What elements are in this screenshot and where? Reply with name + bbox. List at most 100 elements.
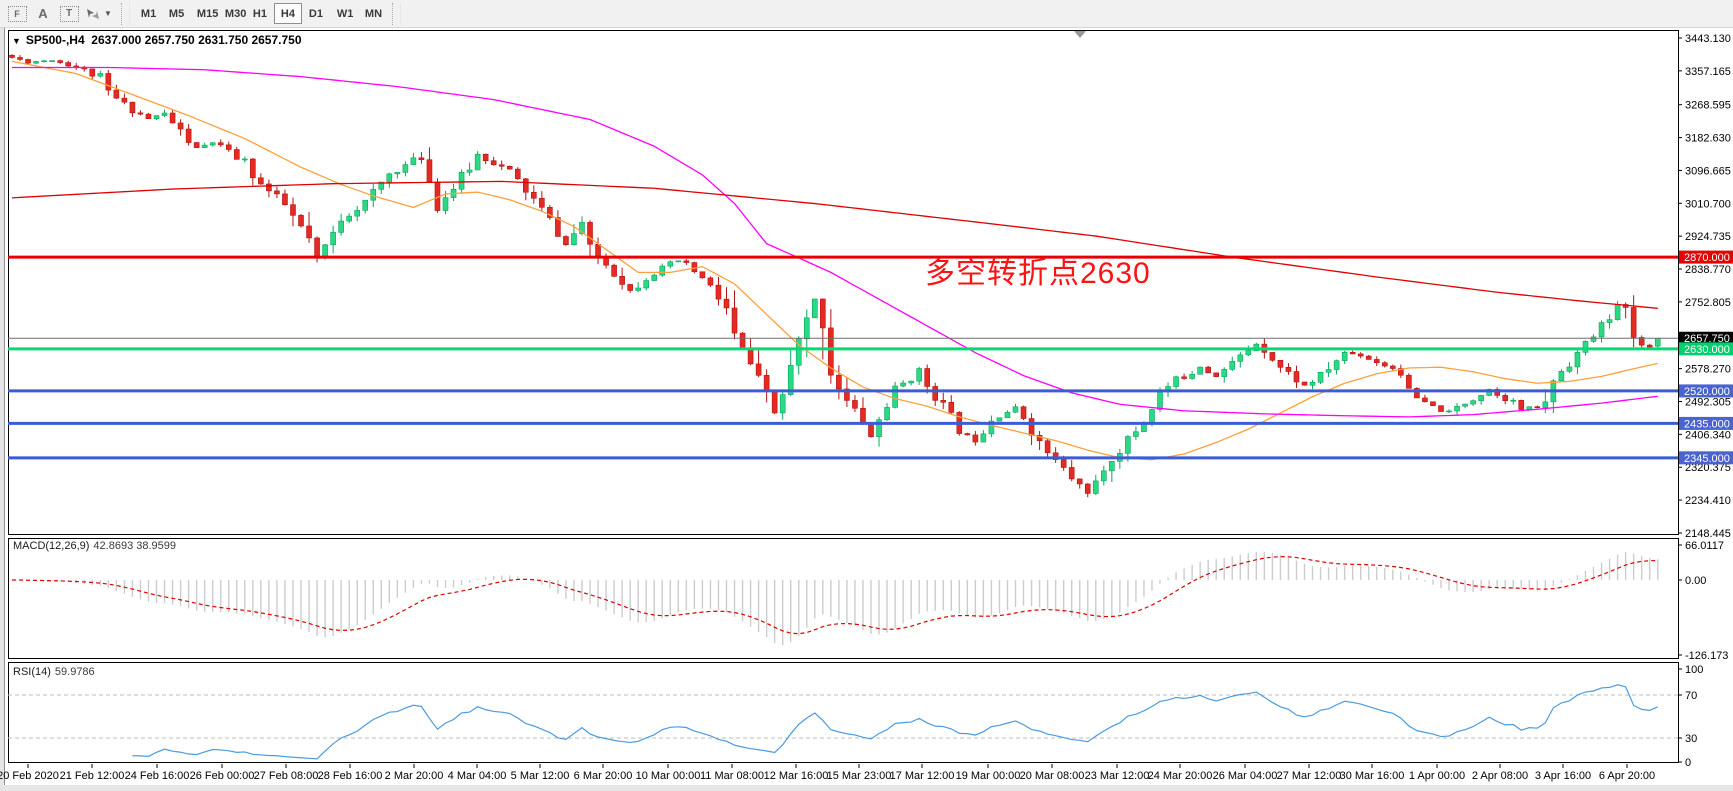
candle-body <box>595 243 601 258</box>
candle-body <box>940 400 947 403</box>
candle-body <box>531 191 537 199</box>
timeframe-button-m30[interactable]: M30 <box>218 3 246 24</box>
candle-body <box>1470 400 1476 405</box>
candle-body <box>1454 405 1460 412</box>
time-axis-label: 24 Mar 20:00 <box>1148 770 1213 782</box>
price-axis-tick: 2320.375 <box>1685 462 1731 474</box>
timeframe-button-h1[interactable]: H1 <box>246 3 274 24</box>
candle-body <box>474 153 481 171</box>
candle-body <box>193 142 200 148</box>
macd-axis-tick: -126.173 <box>1685 650 1728 662</box>
candle-body <box>539 197 545 208</box>
macd-values: 42.8693 38.9599 <box>93 540 177 552</box>
candle-body <box>1020 406 1027 419</box>
candle-body <box>522 178 529 193</box>
candle-body <box>298 215 304 227</box>
macd-name: MACD(12,26,9) <box>13 540 90 552</box>
candle-body <box>1542 401 1549 408</box>
candle-body <box>803 317 810 340</box>
price-axis-tick: 2234.410 <box>1685 495 1731 507</box>
candle-body <box>290 204 296 216</box>
candle-body <box>89 68 96 77</box>
time-axis-label: 17 Mar 12:00 <box>890 770 955 782</box>
rsi-panel[interactable] <box>8 662 1679 763</box>
cursor-tool-dropdown-caret[interactable]: ▼ <box>104 9 112 18</box>
candle-body <box>1357 353 1364 357</box>
price-axis-tick: 2406.340 <box>1685 429 1731 441</box>
candle-body <box>1317 371 1324 383</box>
candle-body <box>1574 352 1581 368</box>
candle-body <box>1181 376 1187 379</box>
time-axis-label: 6 Mar 20:00 <box>574 770 633 782</box>
chart-canvas[interactable]: 3443.130 3357.165 3268.595 3182.630 3096.665… <box>0 28 1733 791</box>
candle-body <box>209 142 216 146</box>
candle-body <box>442 197 449 211</box>
candle-body <box>1558 371 1565 382</box>
candle-body <box>731 307 738 334</box>
timeframe-toolbar: M1 M5 M15 M30 H1 H4 D1 W1 MN <box>134 3 386 24</box>
candle-body <box>1205 366 1211 374</box>
toolbar: F A T ▼ M1 M5 M15 M30 H1 H4 D1 W1 MN <box>0 0 1733 28</box>
timeframe-button-mn[interactable]: MN <box>358 3 386 24</box>
grid-tool-button[interactable]: F <box>4 3 30 25</box>
candle-body <box>844 388 850 401</box>
timeframe-button-d1[interactable]: D1 <box>302 3 330 24</box>
annotation-text[interactable]: 多空转折点2630 <box>925 257 1151 290</box>
timeframe-button-w1[interactable]: W1 <box>330 3 358 24</box>
toolbar-separator <box>120 2 130 25</box>
candle-body <box>394 172 401 175</box>
chart-window: 3443.130 3357.165 3268.595 3182.630 3096.665… <box>0 28 1733 791</box>
price-badge-label: 2520.000 <box>1684 386 1730 398</box>
timeframe-button-m15[interactable]: M15 <box>190 3 218 24</box>
candle-body <box>964 433 971 436</box>
price-badge-label: 2630.000 <box>1684 344 1730 356</box>
candle-body <box>828 327 834 376</box>
text-label-tool-button[interactable]: T <box>56 3 82 25</box>
candle-body <box>1462 403 1468 407</box>
cursor-tool-button[interactable]: ▼ <box>82 3 115 25</box>
toolbar-separator-2 <box>391 2 401 25</box>
price-axis-tick: 3010.700 <box>1685 198 1731 210</box>
candle-body <box>466 169 473 173</box>
timeframe-button-h4[interactable]: H4 <box>273 3 302 24</box>
candle-body <box>627 284 633 291</box>
candle-body <box>378 181 385 190</box>
time-axis-label: 1 Apr 00:00 <box>1409 770 1465 782</box>
price-badge <box>1679 342 1733 356</box>
candle-body <box>787 364 794 395</box>
time-axis-label: 19 Mar 00:00 <box>956 770 1021 782</box>
candle-body <box>153 115 160 119</box>
time-axis-label: 2 Apr 08:00 <box>1472 770 1528 782</box>
candle-body <box>707 277 714 286</box>
candle-body <box>1277 359 1284 368</box>
candle-body <box>177 122 184 130</box>
candle-body <box>1566 366 1573 372</box>
candle-body <box>57 60 63 63</box>
candle-body <box>33 61 39 64</box>
candle-body <box>1654 337 1661 347</box>
candle-body <box>97 73 104 77</box>
candle-body <box>972 434 979 443</box>
text-annotation-tool-button[interactable]: A <box>30 3 56 25</box>
symbol-dropdown-icon[interactable]: ▼ <box>12 36 21 46</box>
mid-ma-line <box>12 66 1658 418</box>
candle-body <box>779 394 786 414</box>
timeframe-button-m1[interactable]: M1 <box>134 3 162 24</box>
candle-body <box>506 165 513 170</box>
macd-panel[interactable] <box>8 538 1679 659</box>
price-axis-tick: 3443.130 <box>1685 33 1731 45</box>
price-badge <box>1679 384 1733 398</box>
candle-body <box>426 159 433 183</box>
price-axis-tick: 3268.595 <box>1685 100 1731 112</box>
price-axis-tick: 2838.770 <box>1685 264 1731 276</box>
candle-body <box>1173 376 1179 387</box>
candle-body <box>1197 366 1203 375</box>
price-axis-tick: 3182.630 <box>1685 133 1731 145</box>
price-badge-label: 2657.750 <box>1684 333 1730 345</box>
timeframe-button-m5[interactable]: M5 <box>162 3 190 24</box>
time-axis-label: 2 Mar 20:00 <box>385 770 444 782</box>
candle-body <box>571 233 577 246</box>
main-price-panel[interactable] <box>8 30 1679 535</box>
candle-body <box>1076 478 1083 485</box>
candle-body <box>274 190 280 195</box>
